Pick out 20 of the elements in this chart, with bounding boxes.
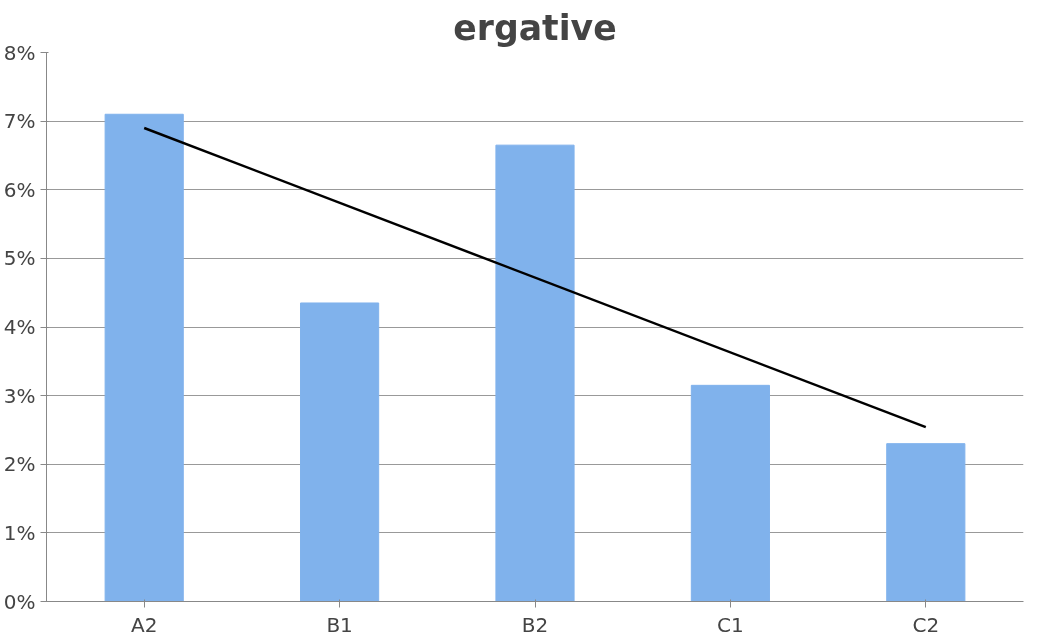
- bar: [690, 384, 770, 602]
- x-tick-label: B1: [326, 612, 353, 637]
- bar: [495, 144, 575, 602]
- bar: [104, 113, 184, 602]
- y-tick-label: 1%: [3, 520, 36, 545]
- y-tick-label: 5%: [3, 246, 36, 271]
- y-tick-label: 3%: [3, 383, 36, 408]
- y-tick-label: 0%: [3, 589, 36, 614]
- y-tick-label: 7%: [3, 109, 36, 134]
- y-tick-label: 8%: [3, 40, 36, 65]
- bar: [300, 302, 380, 602]
- x-tick-label: B2: [521, 612, 549, 637]
- y-tick-label: 6%: [3, 177, 36, 202]
- bar: [886, 443, 966, 602]
- y-tick-label: 2%: [3, 452, 36, 477]
- x-tick-label: C1: [717, 612, 744, 637]
- y-tick-label: 4%: [3, 315, 36, 339]
- x-tick-label: A2: [131, 612, 158, 637]
- x-tick-label: C2: [912, 612, 940, 637]
- chart-title: ergative: [453, 7, 617, 48]
